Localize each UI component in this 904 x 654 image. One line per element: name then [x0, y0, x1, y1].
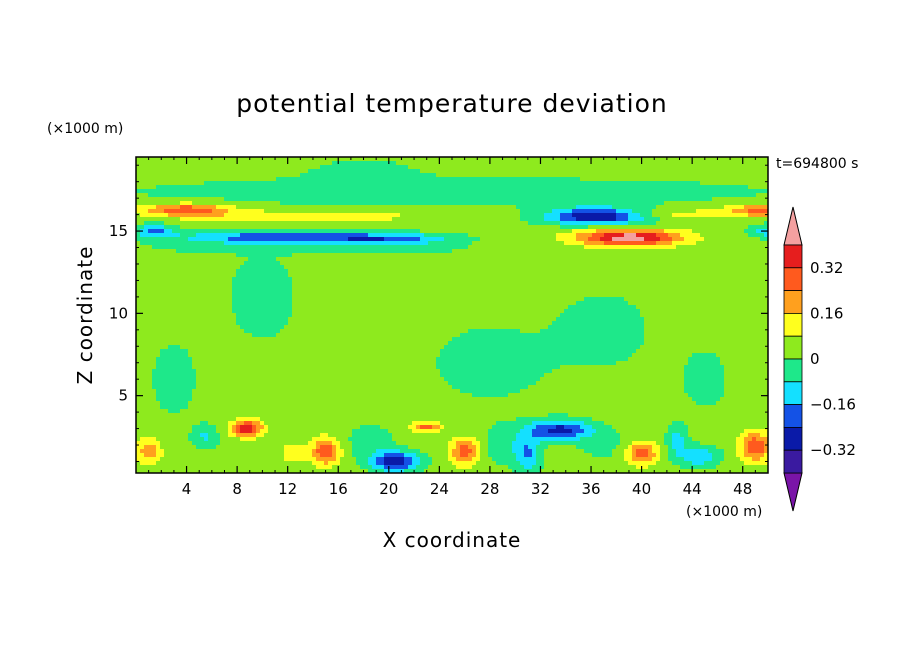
- colorbar-band: [783, 312, 803, 337]
- y-tick-label: 5: [118, 387, 128, 405]
- x-tick-label: 16: [329, 480, 348, 498]
- colorbar: 0.32 0.16 0 −0.16 −0.32: [783, 206, 856, 512]
- y-units-label: (×1000 m): [47, 121, 123, 137]
- colorbar-max-triangle: [783, 206, 803, 246]
- x-tick-label: 36: [581, 480, 600, 498]
- x-tick-label: 4: [182, 480, 192, 498]
- contour-field: [136, 157, 768, 473]
- colorbar-min-triangle: [783, 472, 803, 512]
- colorbar-tick-label: 0.32: [810, 259, 843, 277]
- x-units-label: (×1000 m): [686, 504, 762, 520]
- chart-title: potential temperature deviation: [236, 89, 667, 118]
- time-label: t=694800 s: [776, 156, 858, 172]
- colorbar-band: [783, 244, 803, 269]
- x-tick-label: 24: [430, 480, 449, 498]
- x-tick-label: 28: [480, 480, 499, 498]
- colorbar-band: [783, 404, 803, 428]
- colorbar-tick-label: −0.16: [810, 396, 856, 414]
- x-tick-label: 32: [531, 480, 550, 498]
- y-tick-label: 15: [109, 222, 128, 240]
- x-tick-label: 40: [632, 480, 651, 498]
- colorbar-band: [783, 358, 803, 383]
- x-axis: 4 8 12 16 20 24 28 32 36 40 44 48: [135, 157, 769, 498]
- x-tick-label: 12: [278, 480, 297, 498]
- colorbar-band: [783, 267, 803, 291]
- colorbar-tick-label: 0: [810, 350, 820, 368]
- y-tick-label: 10: [109, 304, 128, 322]
- y-axis: 5 10 15: [109, 164, 768, 462]
- x-tick-label: 44: [683, 480, 702, 498]
- colorbar-tick-label: −0.32: [810, 441, 856, 459]
- colorbar-band: [783, 290, 803, 314]
- colorbar-tick-label: 0.16: [810, 304, 843, 322]
- x-tick-label: 20: [379, 480, 398, 498]
- colorbar-band: [783, 426, 803, 451]
- colorbar-band: [783, 449, 803, 474]
- y-axis-title: Z coordinate: [73, 246, 97, 385]
- colorbar-band: [783, 335, 803, 360]
- x-tick-label: 48: [733, 480, 752, 498]
- colorbar-band: [783, 381, 803, 405]
- x-axis-title: X coordinate: [383, 528, 522, 552]
- x-tick-label: 8: [232, 480, 242, 498]
